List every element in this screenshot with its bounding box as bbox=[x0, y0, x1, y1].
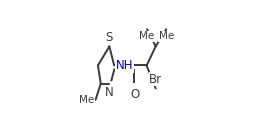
Text: O: O bbox=[131, 88, 140, 101]
Text: S: S bbox=[106, 31, 113, 44]
Text: NH: NH bbox=[116, 59, 133, 72]
Text: Me: Me bbox=[79, 95, 95, 105]
Text: Me: Me bbox=[139, 31, 155, 41]
Text: Me: Me bbox=[159, 31, 174, 41]
Text: N: N bbox=[105, 87, 114, 99]
Text: Br: Br bbox=[149, 73, 162, 86]
